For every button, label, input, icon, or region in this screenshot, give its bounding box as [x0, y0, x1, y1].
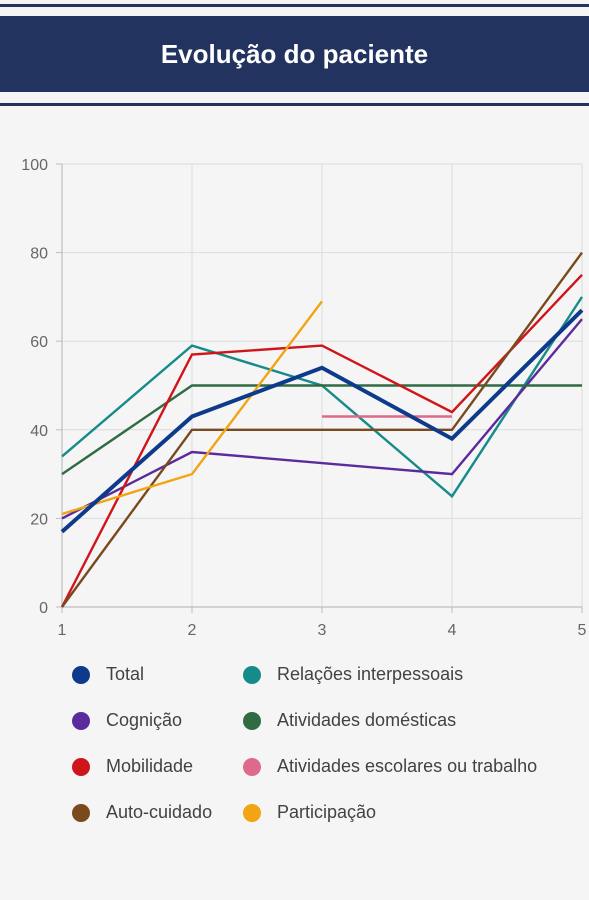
legend-dot [72, 757, 90, 776]
y-tick-label: 80 [30, 246, 48, 263]
legend-item-auto-cuidado[interactable]: Auto-cuidado [72, 802, 212, 823]
series-line-cognicao [61, 318, 583, 520]
series-line-atividades-domesticas [61, 384, 582, 476]
legend-dot [72, 711, 90, 730]
legend-item-cognicao[interactable]: Cognição [72, 710, 182, 731]
y-tick-label: 20 [30, 511, 48, 528]
legend-item-atividades-domesticas[interactable]: Atividades domésticas [243, 710, 456, 731]
y-tick-label: 60 [30, 334, 48, 351]
legend-label: Atividades escolares ou trabalho [277, 756, 538, 776]
legend-item-mobilidade[interactable]: Mobilidade [72, 756, 193, 777]
header-bar: Evolução do paciente [0, 16, 589, 92]
legend-dot [243, 757, 261, 776]
legend-item-participacao[interactable]: Participação [243, 802, 376, 823]
series-line-participacao [61, 300, 323, 516]
bottom-rule [0, 103, 589, 106]
legend-dot [243, 803, 261, 822]
legend-label: Cognição [106, 710, 183, 730]
legend-item-total[interactable]: Total [72, 664, 144, 685]
legend-dot [243, 665, 261, 684]
series-line-auto-cuidado [61, 251, 583, 608]
y-tick-label: 0 [39, 600, 48, 617]
x-tick-label: 2 [188, 622, 197, 639]
x-tick-label: 4 [448, 622, 457, 639]
y-tick-label: 100 [21, 157, 48, 174]
x-tick-label: 3 [318, 622, 327, 639]
legend-item-atividades-escolares-ou-trabalho[interactable]: Atividades escolares ou trabalho [243, 756, 537, 777]
y-tick-label: 40 [30, 423, 48, 440]
legend-dot [72, 665, 90, 684]
legend-label: Auto-cuidado [106, 802, 213, 822]
legend-label: Total [106, 664, 145, 684]
legend-label: Atividades domésticas [277, 710, 457, 730]
legend-dot [72, 803, 90, 822]
legend-label: Relações interpessoais [277, 664, 464, 684]
legend-item-relacoes-interpessoais[interactable]: Relações interpessoais [243, 664, 463, 685]
series-line-mobilidade [60, 273, 583, 608]
legend-dot [243, 711, 261, 730]
x-tick-label: 1 [58, 622, 67, 639]
top-rule [0, 4, 589, 7]
series-line-total [60, 308, 584, 534]
legend-label: Mobilidade [106, 756, 194, 776]
legend-label: Participação [277, 802, 377, 822]
page-title: Evolução do paciente [160, 38, 429, 69]
line-chart: 0 20 40 60 80 100 1 2 3 4 5 [21, 157, 587, 639]
x-tick-label: 5 [578, 622, 587, 639]
